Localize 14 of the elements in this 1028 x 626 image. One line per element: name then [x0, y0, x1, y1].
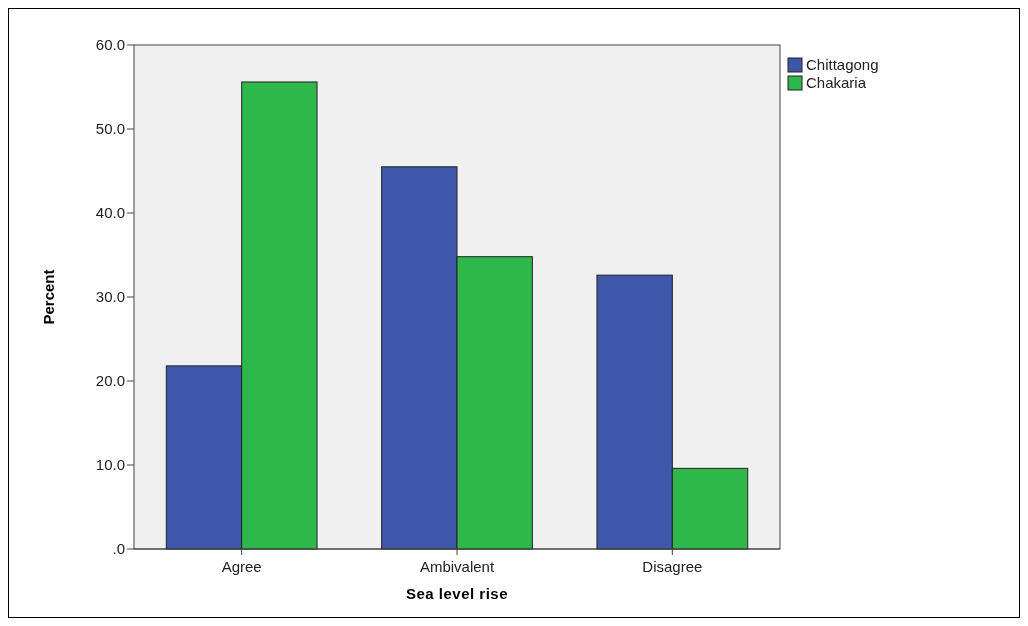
- y-tick-label: 30.0: [95, 288, 125, 306]
- legend-label: Chittagong: [806, 56, 879, 74]
- y-tick-label: 20.0: [95, 372, 125, 390]
- y-tick-label: 60.0: [95, 36, 125, 54]
- y-axis-title: Percent: [40, 269, 57, 325]
- x-axis-title: Sea level rise: [405, 585, 509, 602]
- y-tick-label: .0: [112, 540, 125, 558]
- y-tick-label: 40.0: [95, 204, 125, 222]
- legend-label: Chakaria: [806, 74, 867, 92]
- y-tick-label: 50.0: [95, 120, 125, 138]
- y-tick-label: 10.0: [95, 456, 125, 474]
- x-tick-label: Agree: [221, 558, 262, 575]
- x-tick-label: Ambivalent: [419, 558, 495, 575]
- x-tick-label: Disagree: [642, 558, 703, 575]
